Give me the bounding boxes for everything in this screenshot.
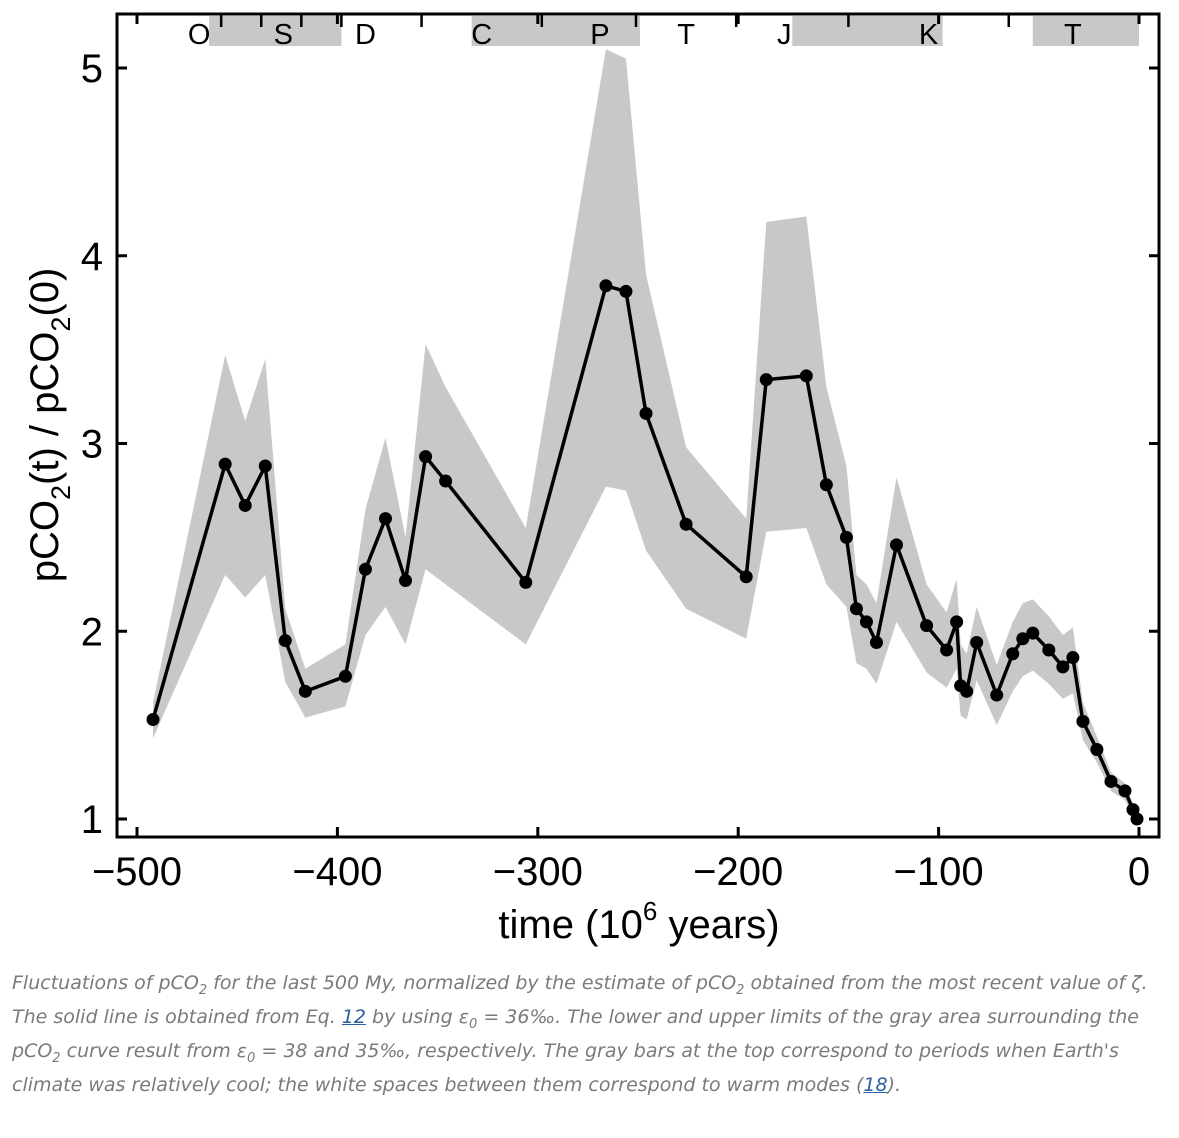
data-point [298,684,312,698]
data-point [238,498,252,512]
data-point [278,634,292,648]
data-point [419,450,433,464]
y-tick-label: 3 [81,423,103,467]
data-point [599,279,613,293]
y-tick-label: 4 [81,235,103,279]
data-point [1016,632,1030,646]
y-tick-label: 5 [81,47,103,91]
period-label: K [919,19,939,51]
y-tick-label: 1 [81,798,103,842]
period-label: T [1064,19,1082,51]
data-point [1056,660,1070,674]
plot-frame [115,12,1161,839]
period-label: O [188,19,211,51]
uncertainty-band-layer [153,49,1137,823]
data-point [639,406,653,420]
data-point [1076,714,1090,728]
period-label: P [590,19,609,51]
pco2-chart: −500 −400 −300 −200 −100 0 1 2 3 4 5 O S D C P T J K T tim… [23,12,1161,947]
data-point [619,284,633,298]
data-point [519,575,533,589]
data-point [849,602,863,616]
cool-bar-0 [209,16,342,46]
data-point [258,459,272,473]
y-tick-label: 2 [81,610,103,654]
data-point [1006,647,1020,661]
figure-caption: Fluctuations of pCO2 for the last 500 My… [12,972,1148,1096]
data-point [1042,643,1056,657]
data-point [869,636,883,650]
x-axis-label: time (106 years) [498,896,779,947]
data-point [1026,626,1040,640]
period-label: T [677,19,695,51]
cool-bars-layer [209,16,1139,46]
period-label: J [777,19,792,51]
x-tick-label: 0 [1128,850,1150,894]
axes-frame [115,12,1161,839]
data-point [358,562,372,576]
data-point [1130,812,1144,826]
data-point [1090,743,1104,757]
cool-bar-2 [792,16,943,46]
data-points-layer [146,279,1144,826]
period-label: D [355,19,376,51]
data-point [839,530,853,544]
y-axis-label: pCO2(t) / pCO2(0) [23,268,76,583]
x-tick-label: −300 [493,850,583,894]
data-point [1066,651,1080,665]
data-point [739,570,753,584]
data-point [950,615,964,629]
data-point [970,636,984,650]
period-label: C [471,19,492,51]
period-label: S [274,19,293,51]
x-tick-label: −400 [292,850,382,894]
data-point [1118,784,1132,798]
data-point [378,512,392,526]
equation-link[interactable]: 12 [341,1006,366,1028]
ticks-layer: −500 −400 −300 −200 −100 0 1 2 3 4 5 [81,14,1159,894]
data-point [940,643,954,657]
data-point [960,684,974,698]
reference-link[interactable]: 18 [863,1074,888,1096]
data-point [819,478,833,492]
data-point [799,369,813,383]
data-point [439,474,453,488]
data-point [338,669,352,683]
data-point [920,619,934,633]
data-point [146,712,160,726]
data-point [859,615,873,629]
data-point [759,373,773,387]
x-tick-label: −100 [894,850,984,894]
data-point [399,574,413,588]
data-point [990,688,1004,702]
cool-bar-1 [471,16,641,46]
data-point [679,517,693,531]
uncertainty-band [153,49,1137,823]
data-point [1104,774,1118,788]
x-tick-label: −200 [693,850,783,894]
data-point [890,538,904,552]
data-point [218,457,232,471]
x-tick-label: −500 [92,850,182,894]
cool-bar-3 [1032,16,1139,46]
